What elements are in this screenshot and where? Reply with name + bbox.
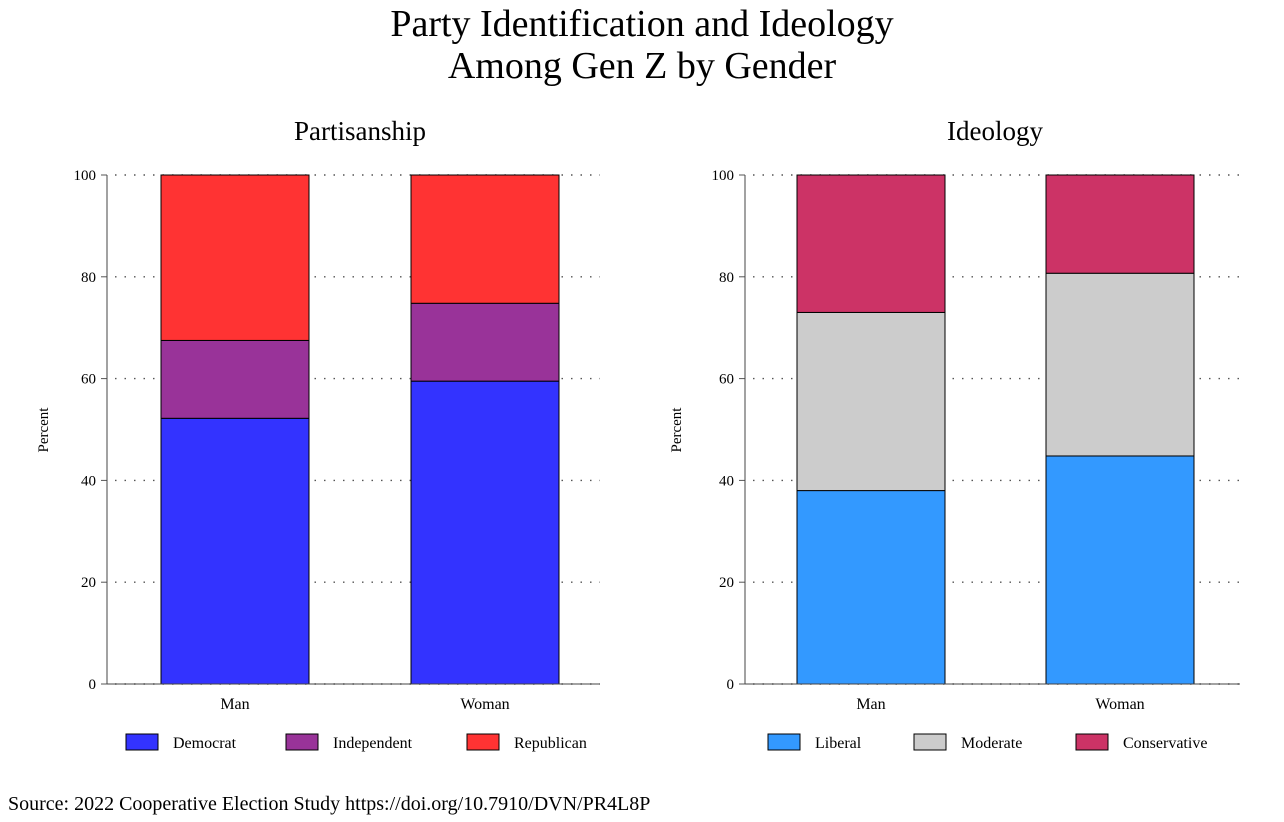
y-tick-label: 20 — [81, 575, 96, 591]
y-tick-label: 80 — [719, 270, 734, 286]
ideology-panel: Ideology 0 20 40 60 80 100 Percent Man Woman Liber… — [669, 116, 1240, 752]
bar-woman-independent — [410, 302, 560, 382]
bar-man-republican — [160, 174, 310, 341]
bar-woman-liberal — [1045, 455, 1195, 685]
partisanship-panel: Partisanship 0 20 40 60 80 100 Percent Man Woman D… — [36, 116, 600, 752]
panel-title: Ideology — [947, 116, 1043, 146]
y-axis-label: Percent — [36, 407, 52, 453]
legend-swatch-independent — [285, 733, 319, 751]
bar-woman-conservative — [1045, 174, 1195, 274]
chart-title-line-1: Party Identification and Ideology — [390, 3, 894, 45]
x-tick-label: Woman — [460, 696, 509, 713]
y-tick-label: 60 — [81, 372, 96, 388]
y-tick-label: 100 — [712, 168, 735, 184]
y-axis-label: Percent — [669, 407, 685, 453]
legend-swatch-conservative — [1075, 733, 1109, 751]
x-tick-label: Woman — [1095, 696, 1144, 713]
y-tick-label: 100 — [74, 168, 97, 184]
legend-label-liberal: Liberal — [815, 735, 862, 752]
x-tick-label: Man — [220, 696, 249, 713]
bar-woman-republican — [410, 174, 560, 304]
y-tick-label: 40 — [719, 473, 734, 489]
legend-label-democrat: Democrat — [173, 735, 237, 752]
bar-man-independent — [160, 339, 310, 419]
y-tick-label: 40 — [81, 473, 96, 489]
y-tick-label: 0 — [89, 677, 97, 693]
chart-title-line-2: Among Gen Z by Gender — [447, 45, 837, 87]
y-tick-label: 0 — [727, 677, 735, 693]
x-tick-label: Man — [856, 696, 885, 713]
legend-label-republican: Republican — [514, 735, 587, 752]
legend-swatch-liberal — [767, 733, 801, 751]
legend-label-moderate: Moderate — [961, 735, 1022, 752]
panel-title: Partisanship — [294, 116, 426, 146]
legend-swatch-moderate — [913, 733, 947, 751]
bar-woman-moderate — [1045, 272, 1195, 457]
legend-label-independent: Independent — [333, 735, 413, 752]
y-tick-label: 60 — [719, 372, 734, 388]
bar-man-democrat — [160, 417, 310, 685]
legend-label-conservative: Conservative — [1123, 735, 1207, 752]
legend-swatch-democrat — [125, 733, 159, 751]
bar-man-conservative — [796, 174, 946, 313]
y-tick-label: 20 — [719, 575, 734, 591]
bar-man-moderate — [796, 311, 946, 492]
bar-woman-democrat — [410, 380, 560, 685]
legend-swatch-republican — [466, 733, 500, 751]
source-note: Source: 2022 Cooperative Election Study … — [8, 793, 651, 815]
bar-man-liberal — [796, 490, 946, 685]
y-tick-label: 80 — [81, 270, 96, 286]
